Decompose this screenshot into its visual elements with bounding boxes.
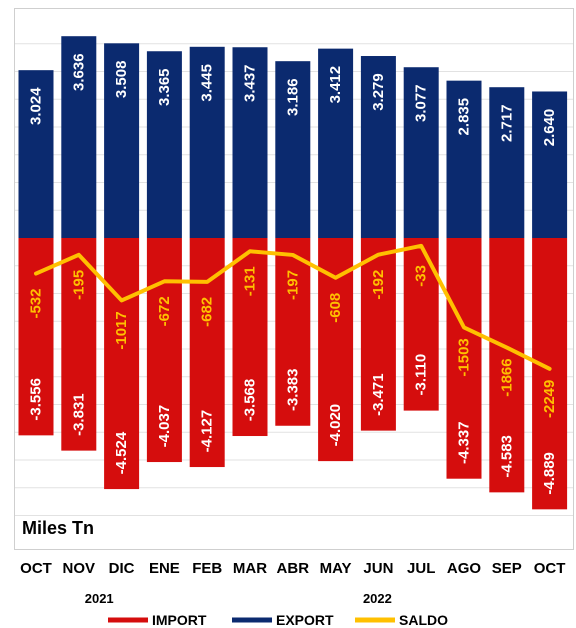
export-data-label: 3.186 bbox=[284, 78, 301, 116]
saldo-data-label: -1017 bbox=[113, 311, 130, 349]
import-data-label: -4.583 bbox=[498, 435, 515, 478]
legend: IMPORT EXPORT SALDO bbox=[108, 612, 448, 628]
import-data-label: -4.889 bbox=[541, 452, 558, 495]
x-tick-label: FEB bbox=[192, 560, 222, 577]
import-bar bbox=[104, 238, 140, 490]
legend-import-label: IMPORT bbox=[152, 612, 207, 628]
saldo-data-label: -197 bbox=[284, 270, 301, 300]
export-data-label: 2.717 bbox=[498, 104, 515, 142]
x-tick-label: NOV bbox=[63, 560, 96, 577]
saldo-data-label: -2249 bbox=[541, 380, 558, 418]
chart-plot: 3.024 -3.556 3.636 -3.831 3.508 -4.524 3.365 -4… bbox=[15, 36, 573, 538]
import-bar bbox=[318, 238, 354, 462]
export-data-label: 3.279 bbox=[370, 73, 387, 111]
x-tick-label: MAR bbox=[233, 560, 267, 577]
import-data-label: -4.020 bbox=[327, 404, 344, 447]
export-bar bbox=[104, 43, 140, 238]
saldo-data-label: -608 bbox=[327, 293, 344, 323]
import-bar bbox=[61, 238, 97, 451]
legend-import: IMPORT bbox=[108, 612, 207, 628]
saldo-data-label: -1503 bbox=[456, 338, 473, 376]
export-data-label: 3.077 bbox=[413, 84, 430, 122]
import-data-label: -4.524 bbox=[113, 431, 130, 474]
export-data-label: 3.636 bbox=[70, 53, 87, 91]
export-data-label: 3.437 bbox=[242, 64, 259, 102]
chart-axis-area: OCT NOV DIC ENE FEB MAR ABR MAY JUN JUL AGO SEP OCT 2… bbox=[20, 560, 566, 628]
export-data-label: 3.445 bbox=[199, 64, 216, 102]
import-bar bbox=[146, 238, 182, 463]
import-bar bbox=[18, 238, 54, 436]
export-data-label: 3.412 bbox=[327, 66, 344, 104]
x-tick-label: SEP bbox=[492, 560, 522, 577]
export-bar bbox=[189, 46, 225, 238]
year-label: 2022 bbox=[363, 591, 392, 606]
export-data-label: 3.024 bbox=[28, 87, 45, 125]
export-data-label: 3.508 bbox=[113, 61, 130, 99]
export-bar bbox=[489, 87, 525, 238]
import-bar bbox=[232, 238, 268, 437]
saldo-data-label: -682 bbox=[199, 297, 216, 327]
import-data-label: -3.110 bbox=[413, 354, 430, 396]
import-data-label: -4.337 bbox=[456, 421, 473, 464]
saldo-data-label: -532 bbox=[28, 289, 45, 319]
saldo-data-label: -195 bbox=[70, 270, 87, 300]
legend-saldo: SALDO bbox=[355, 612, 448, 628]
saldo-data-label: -131 bbox=[242, 266, 259, 296]
export-bar bbox=[403, 67, 439, 238]
import-bar bbox=[489, 238, 525, 493]
x-tick-label: OCT bbox=[20, 560, 52, 577]
x-tick-label: AGO bbox=[447, 560, 482, 577]
import-bar bbox=[360, 238, 396, 431]
x-tick-label: JUL bbox=[407, 560, 435, 577]
x-tick-label: MAY bbox=[320, 560, 352, 577]
import-bar bbox=[275, 238, 311, 426]
saldo-data-label: -672 bbox=[156, 296, 173, 326]
import-bar bbox=[532, 238, 568, 510]
export-data-label: 2.640 bbox=[541, 109, 558, 147]
import-data-label: -3.471 bbox=[370, 373, 387, 416]
chart-frame: 3.024 -3.556 3.636 -3.831 3.508 -4.524 3.365 -4… bbox=[14, 8, 574, 550]
export-data-label: 2.835 bbox=[456, 98, 473, 136]
x-tick-label: OCT bbox=[534, 560, 566, 577]
import-data-label: -3.831 bbox=[70, 393, 87, 436]
import-data-label: -3.556 bbox=[28, 378, 45, 421]
export-bar bbox=[360, 56, 396, 238]
import-data-label: -3.568 bbox=[242, 379, 259, 422]
unit-label: Miles Tn bbox=[22, 518, 94, 538]
export-data-label: 3.365 bbox=[156, 68, 173, 106]
year-label: 2021 bbox=[85, 591, 114, 606]
export-bar bbox=[532, 91, 568, 238]
import-data-label: -4.127 bbox=[199, 410, 216, 453]
x-tick-label: JUN bbox=[363, 560, 393, 577]
export-bar bbox=[318, 48, 354, 238]
import-data-label: -4.037 bbox=[156, 405, 173, 448]
export-bar bbox=[146, 51, 182, 239]
export-bar bbox=[275, 61, 311, 238]
bar-labels: 3.024 -3.556 3.636 -3.831 3.508 -4.524 3.365 -4… bbox=[28, 53, 559, 494]
legend-saldo-label: SALDO bbox=[399, 612, 448, 628]
saldo-data-label: -1866 bbox=[498, 358, 515, 396]
x-tick-label: ABR bbox=[277, 560, 310, 577]
saldo-data-label: -33 bbox=[413, 265, 430, 287]
x-tick-label: ENE bbox=[149, 560, 180, 577]
import-data-label: -3.383 bbox=[284, 368, 301, 411]
saldo-line bbox=[34, 243, 552, 371]
import-bar bbox=[189, 238, 225, 468]
export-bar bbox=[232, 47, 268, 239]
import-bar bbox=[446, 238, 482, 479]
export-bar bbox=[446, 80, 482, 238]
export-bar bbox=[61, 36, 97, 239]
saldo-data-label: -192 bbox=[370, 270, 387, 300]
legend-export: EXPORT bbox=[232, 612, 334, 628]
bars bbox=[18, 36, 568, 510]
export-bar bbox=[18, 70, 54, 238]
x-tick-label: DIC bbox=[109, 560, 135, 577]
legend-export-label: EXPORT bbox=[276, 612, 334, 628]
